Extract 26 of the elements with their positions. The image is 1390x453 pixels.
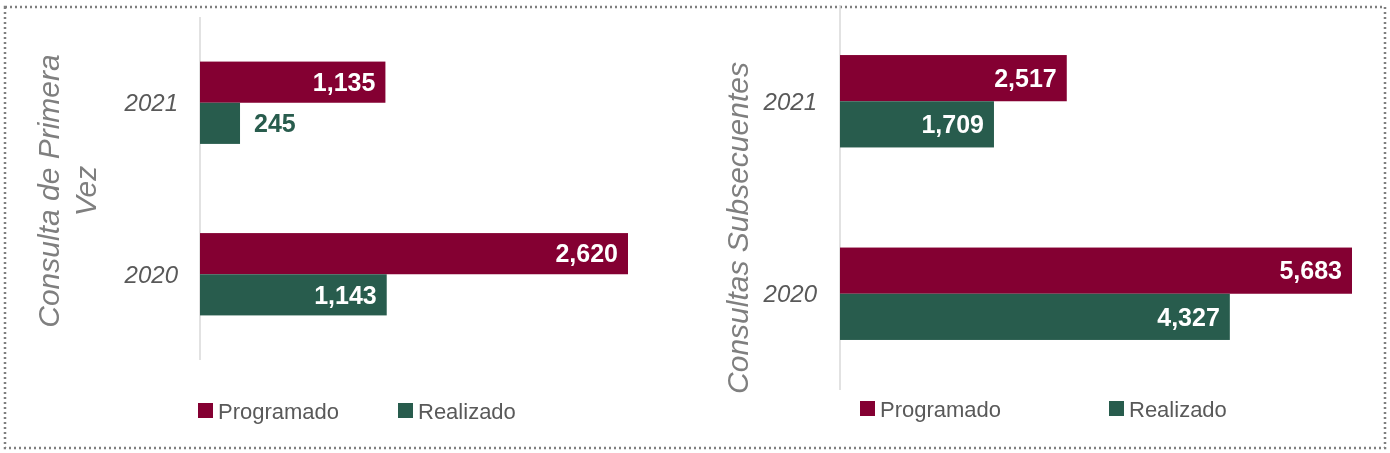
y-tick-label: 2021: [123, 89, 178, 117]
y-tick-label: 2020: [762, 280, 818, 308]
bar: [840, 101, 994, 148]
legend-label: Programado: [218, 398, 340, 424]
bar: [840, 293, 1230, 340]
data-label: 1,143: [314, 280, 377, 309]
bar: [200, 233, 628, 275]
data-label: 4,327: [1157, 302, 1220, 331]
y-tick-label: 2020: [123, 260, 179, 288]
legend-label: Realizado: [418, 398, 516, 424]
bar: [840, 247, 1352, 294]
bar: [840, 55, 1067, 102]
legend-label: Programado: [880, 396, 1002, 422]
data-label: 2,620: [555, 239, 618, 268]
y-axis-title: Consulta de Primera Vez: [32, 54, 102, 328]
y-tick-label: 2021: [762, 87, 817, 115]
data-label: 1,135: [312, 67, 376, 96]
y-axis-title: Consultas Subsecuentes: [720, 62, 754, 394]
data-label: 5,683: [1279, 256, 1342, 285]
data-label: 1,709: [921, 110, 984, 139]
data-label: 2,517: [994, 63, 1057, 92]
data-label: 245: [254, 109, 296, 138]
legend-label: Realizado: [1129, 396, 1227, 422]
bar: [200, 274, 387, 316]
bar: [200, 102, 241, 144]
bar: [200, 61, 386, 103]
